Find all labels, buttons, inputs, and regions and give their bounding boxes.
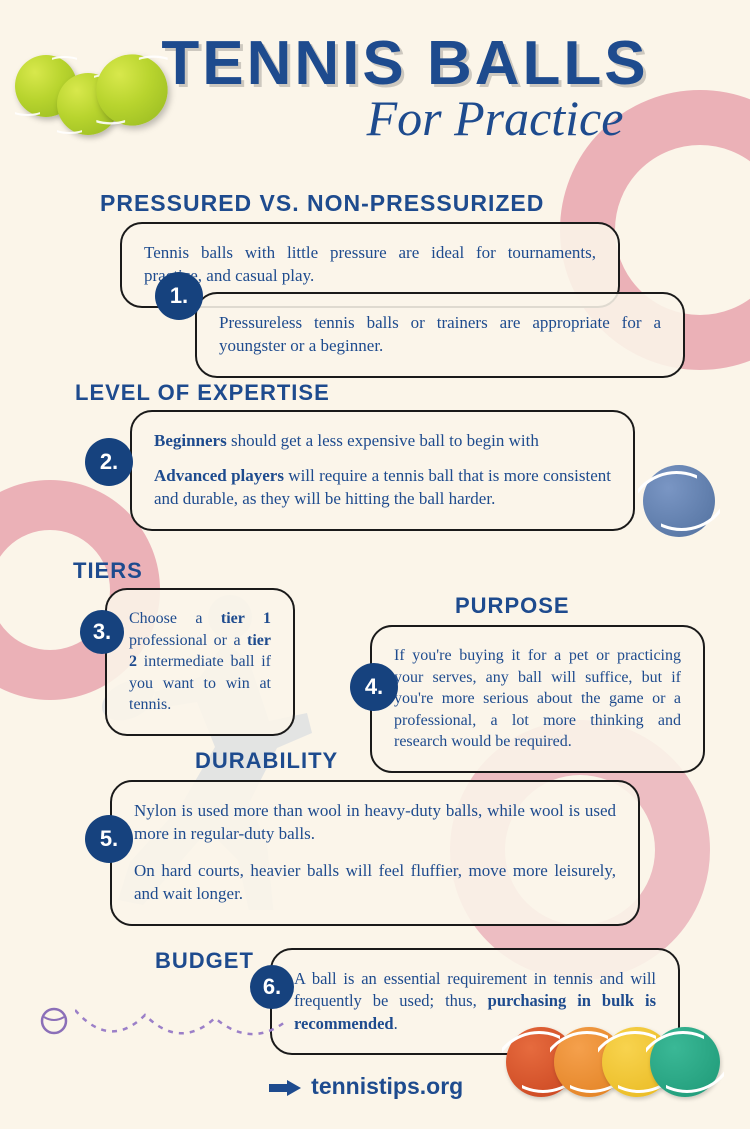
badge-4: 4. <box>350 663 398 711</box>
text: Nylon is used more than wool in heavy-du… <box>134 800 616 846</box>
card-expertise: Beginners should get a less expensive ba… <box>130 410 635 531</box>
text: If you're buying it for a pet or practic… <box>394 645 681 753</box>
badge-3: 3. <box>80 610 124 654</box>
badge-2: 2. <box>85 438 133 486</box>
heading-purpose: PURPOSE <box>455 593 570 619</box>
heading-expertise: LEVEL OF EXPERTISE <box>75 380 330 406</box>
arrow-icon <box>287 1080 301 1096</box>
badge-5: 5. <box>85 815 133 863</box>
heading-budget: BUDGET <box>155 948 254 974</box>
heading-tiers: TIERS <box>73 558 143 584</box>
text: Choose a tier 1 professional or a tier 2… <box>129 608 271 716</box>
text: Tennis balls with little pressure are id… <box>144 242 596 288</box>
text: A ball is an essential requirement in te… <box>294 968 656 1035</box>
card-tiers: Choose a tier 1 professional or a tier 2… <box>105 588 295 736</box>
heading-pressured: PRESSURED VS. NON-PRESSURIZED <box>100 190 544 217</box>
card-durability: Nylon is used more than wool in heavy-du… <box>110 780 640 926</box>
badge-1: 1. <box>155 272 203 320</box>
blue-ball-icon <box>643 465 715 537</box>
heading-durability: DURABILITY <box>195 748 338 774</box>
text: Advanced players will require a tennis b… <box>154 465 611 511</box>
bounce-trail <box>75 1000 295 1050</box>
card-pressured-2: Pressureless tennis balls or trainers ar… <box>195 292 685 378</box>
text: Pressureless tennis balls or trainers ar… <box>219 312 661 358</box>
tennis-ball-icon <box>96 54 167 125</box>
text: On hard courts, heavier balls will feel … <box>134 860 616 906</box>
text: Beginners should get a less expensive ba… <box>154 430 611 453</box>
card-purpose: If you're buying it for a pet or practic… <box>370 625 705 773</box>
small-ball-icon <box>40 1007 68 1035</box>
footer: tennistips.org <box>0 1073 750 1100</box>
title-block: TENNIS BALLS For Practice <box>115 28 695 147</box>
footer-site: tennistips.org <box>311 1073 463 1099</box>
